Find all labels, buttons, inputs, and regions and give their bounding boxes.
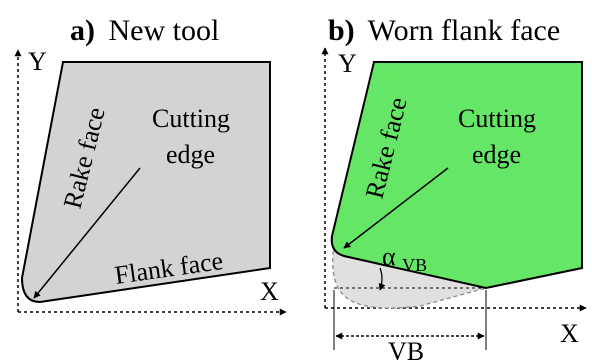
- panel-a-title: a) New tool: [70, 14, 219, 47]
- panel-a-cutting-label-line1: Cutting: [152, 104, 230, 133]
- panel-a-letter: a): [70, 14, 95, 47]
- panel-b-cutting-label-line2: edge: [472, 140, 521, 169]
- panel-a-x-label: X: [260, 277, 279, 306]
- panel-b-title-text: Worn flank face: [368, 14, 560, 47]
- panel-a-cutting-label-line2: edge: [166, 140, 215, 169]
- panel-b-flank-extension: [343, 255, 487, 289]
- panel-b-letter: b): [328, 14, 355, 47]
- panel-a-y-label: Y: [28, 47, 47, 76]
- panel-worn-flank: b) Worn flank face Y X Rake face Cutting…: [321, 14, 587, 360]
- panel-b-angle-symbol: α: [382, 242, 396, 271]
- panel-b-cutting-label-line1: Cutting: [458, 104, 536, 133]
- panel-b-vb-label: VB: [388, 337, 424, 360]
- panel-a-tool-body: [20, 61, 271, 304]
- panel-b-angle-subscript: VB: [402, 255, 427, 275]
- panel-b-angle-label: α VB: [382, 242, 427, 275]
- panel-b-y-label: Y: [338, 49, 357, 78]
- panel-a-title-text: New tool: [109, 14, 220, 47]
- panel-new-tool: a) New tool Y X Rake face Cutting edge F…: [14, 14, 287, 316]
- panel-b-angle-arc: [378, 267, 386, 291]
- panel-b-worn-region: [332, 242, 487, 309]
- panel-b-title: b) Worn flank face: [328, 14, 560, 47]
- panel-b-tool-body: [330, 61, 583, 290]
- panel-a-cutting-edge-arrow: [33, 167, 141, 299]
- panel-b-x-label-lower: X: [560, 319, 579, 348]
- panel-b-cutting-edge-arrow: [343, 167, 449, 249]
